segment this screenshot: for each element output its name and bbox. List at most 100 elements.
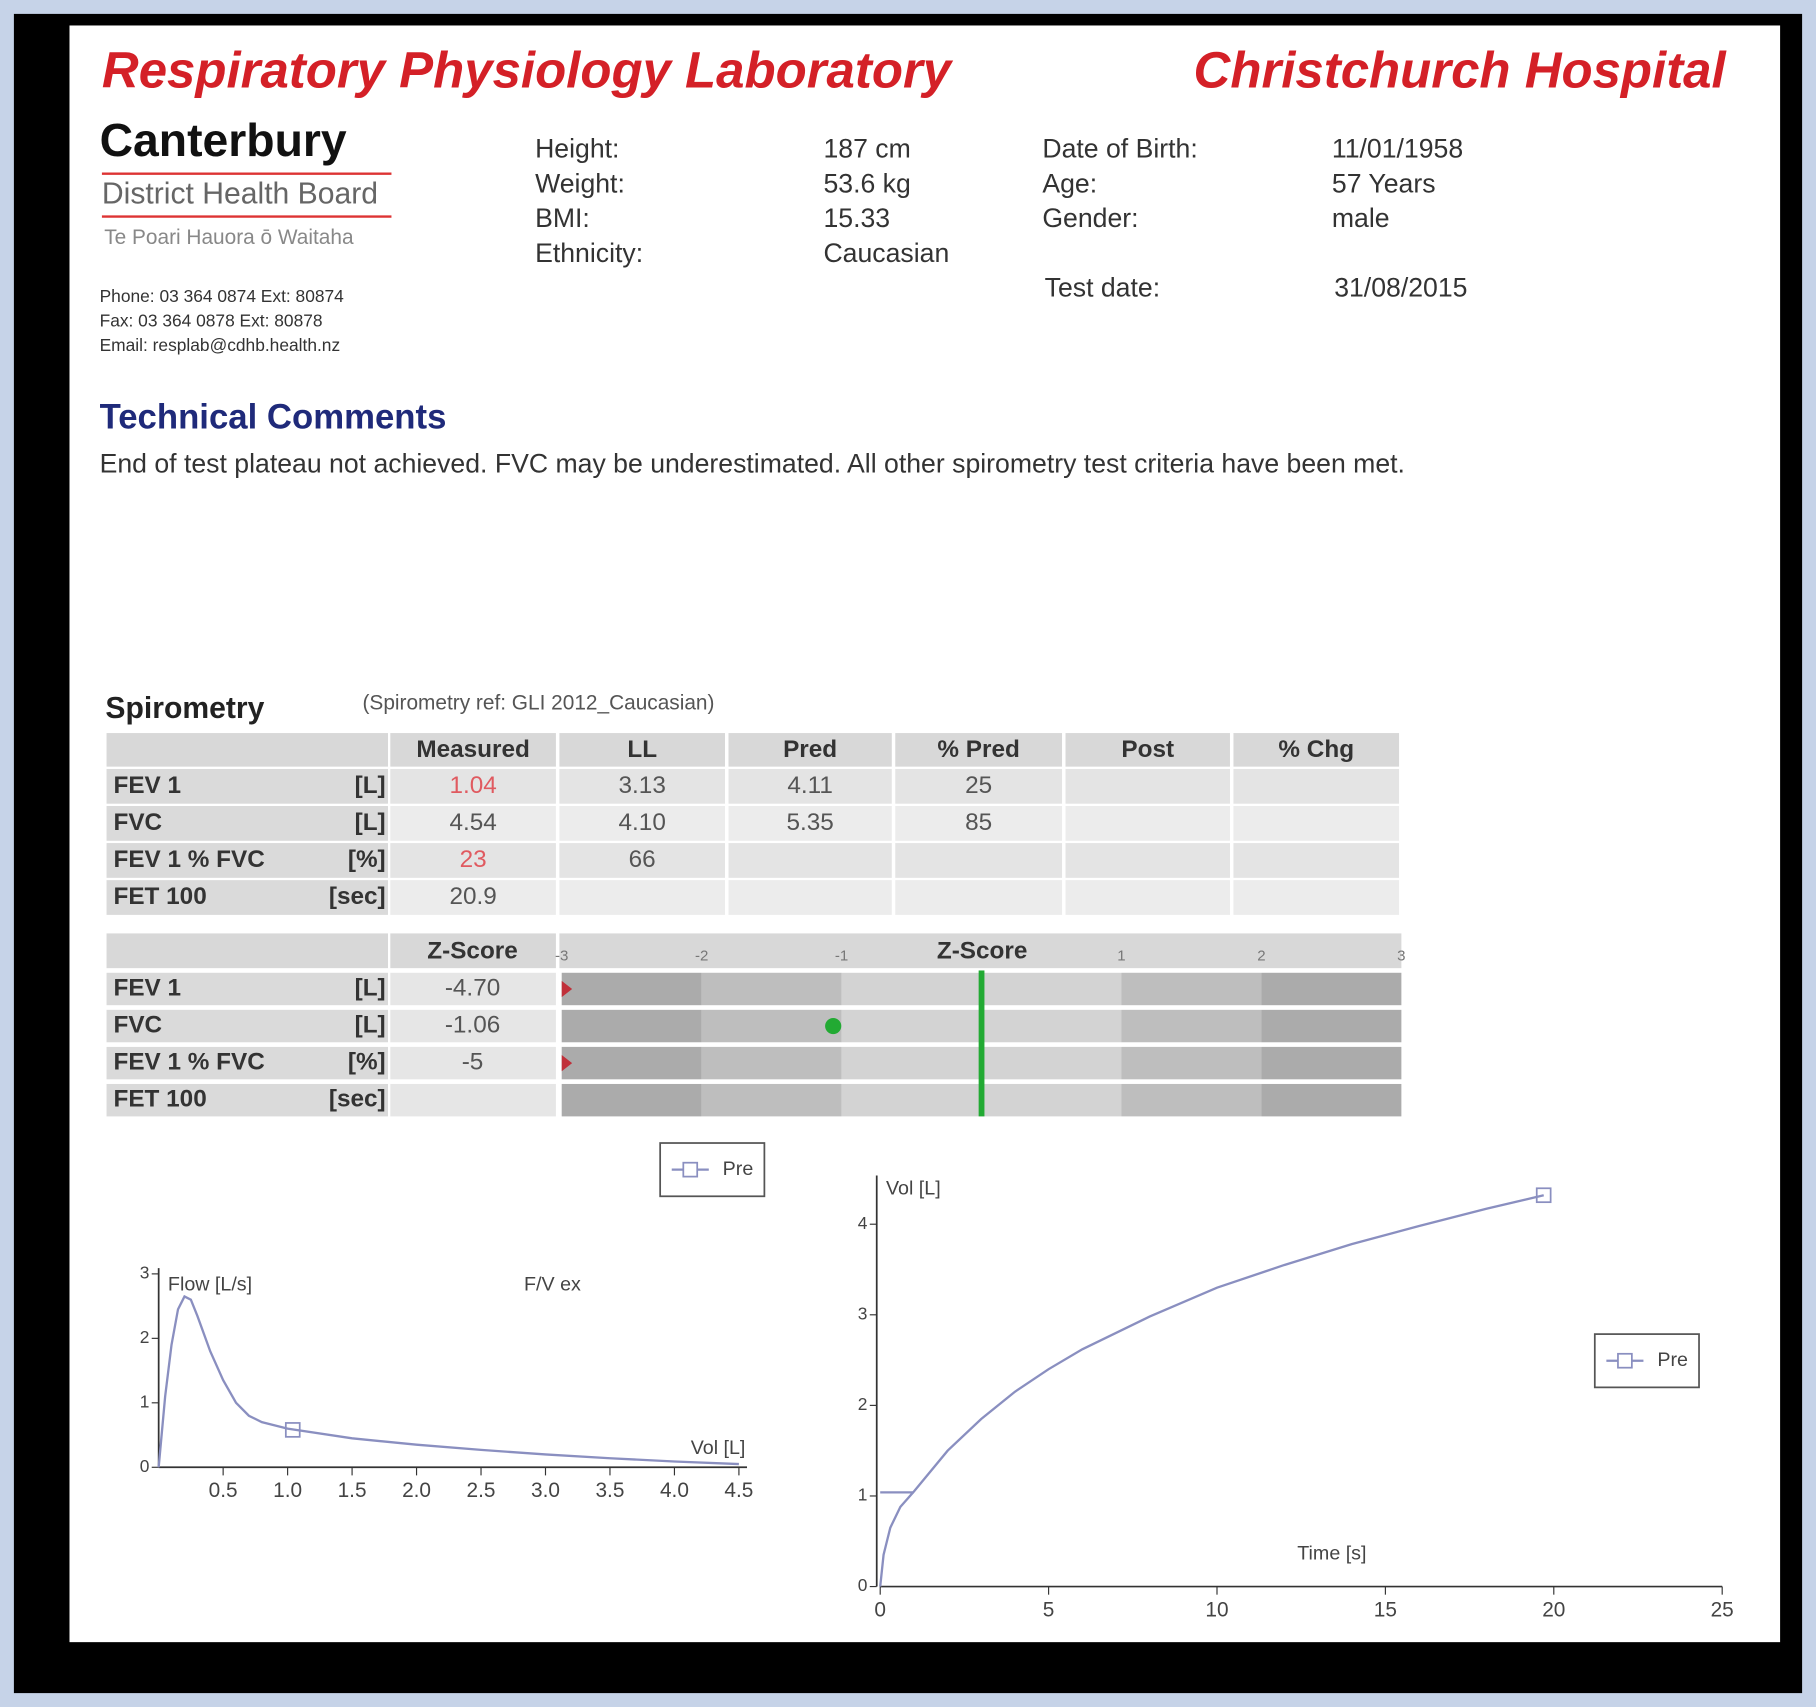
x-tick-label: 1.5 xyxy=(338,1479,367,1502)
x-axis-label: Vol [L] xyxy=(691,1437,746,1459)
z-zone xyxy=(561,1083,702,1117)
table-reference: (Spirometry ref: GLI 2012_Caucasian) xyxy=(363,692,715,715)
legend-marker xyxy=(682,1161,699,1178)
z-marker xyxy=(561,1055,573,1072)
y-axis-label: Vol [L] xyxy=(886,1178,941,1200)
row-name: FET 100 xyxy=(114,1086,207,1113)
z-tick-label: -1 xyxy=(835,948,848,965)
row-cell xyxy=(390,768,556,804)
patient-value: 53.6 kg xyxy=(823,168,910,198)
row-name: FEV 1 % FVC xyxy=(114,846,265,873)
contact-line: Fax: 03 364 0878 Ext: 80878 xyxy=(100,311,323,331)
z-zone xyxy=(1121,1046,1262,1080)
z-tick-label: 1 xyxy=(1117,948,1125,965)
column-header: Post xyxy=(1121,736,1174,763)
patient-value: 11/01/1958 xyxy=(1332,134,1463,164)
patient-label: Date of Birth: xyxy=(1042,134,1197,164)
row-cell xyxy=(390,1046,556,1080)
curve-marker xyxy=(1535,1187,1552,1204)
header-cell xyxy=(1065,733,1230,767)
z-tick-label: 3 xyxy=(1397,948,1405,965)
cell-value: 25 xyxy=(965,772,992,799)
z-zone xyxy=(701,1009,842,1043)
z-value: -1.06 xyxy=(445,1011,500,1038)
comments-text: End of test plateau not achieved. FVC ma… xyxy=(100,449,1405,479)
patient-value: 57 Years xyxy=(1332,168,1436,198)
row-cell xyxy=(728,768,892,804)
z-zone xyxy=(1121,972,1262,1006)
patient-label: Gender: xyxy=(1042,203,1138,233)
z-zone xyxy=(1261,972,1402,1006)
y-tick-label: 4 xyxy=(858,1213,868,1233)
header-cell xyxy=(559,733,726,767)
z-value: -4.70 xyxy=(445,974,500,1001)
row-cell xyxy=(559,880,726,915)
row-name: FVC xyxy=(114,1011,163,1038)
column-header: Pred xyxy=(783,736,837,763)
x-tick-label: 1.0 xyxy=(273,1479,302,1502)
z-zone xyxy=(561,972,702,1006)
row-cell xyxy=(895,880,1063,915)
z-zone xyxy=(561,1046,702,1080)
row-cell xyxy=(106,843,388,878)
z-tick-label: 2 xyxy=(1257,948,1265,965)
row-cell xyxy=(895,768,1063,804)
y-tick-label: 1 xyxy=(140,1391,150,1411)
chart-title: F/V ex xyxy=(524,1274,581,1296)
z-value: -5 xyxy=(462,1049,484,1076)
header-cell xyxy=(390,733,556,767)
x-tick-label: 3.0 xyxy=(531,1479,560,1502)
x-tick-label: 10 xyxy=(1205,1598,1228,1621)
cell-value: 85 xyxy=(965,809,992,836)
row-unit: [sec] xyxy=(329,1086,386,1113)
x-tick-label: 15 xyxy=(1374,1598,1397,1621)
row-cell xyxy=(390,1009,556,1043)
column-header: Z-Score xyxy=(427,937,518,964)
x-tick-label: 2.5 xyxy=(467,1479,496,1502)
cell-value: 4.54 xyxy=(449,809,496,836)
row-cell xyxy=(106,880,388,915)
lab-title: Respiratory Physiology Laboratory xyxy=(102,42,954,99)
y-tick-label: 2 xyxy=(140,1327,150,1347)
row-cell xyxy=(390,806,556,841)
cell-value: 5.35 xyxy=(786,809,833,836)
y-tick-label: 2 xyxy=(858,1394,868,1414)
comments-heading: Technical Comments xyxy=(100,398,447,436)
z-marker xyxy=(825,1017,842,1035)
row-cell xyxy=(1065,768,1230,804)
row-unit: [sec] xyxy=(329,883,386,910)
row-cell xyxy=(1065,806,1230,841)
row-name: FET 100 xyxy=(114,883,207,910)
row-cell xyxy=(728,806,892,841)
row-name: FEV 1 % FVC xyxy=(114,1049,265,1076)
row-name: FEV 1 xyxy=(114,772,182,799)
x-tick-label: 4.0 xyxy=(660,1479,689,1502)
row-cell xyxy=(1065,880,1230,915)
row-cell xyxy=(390,880,556,915)
header-cell xyxy=(390,933,556,969)
patient-label: Ethnicity: xyxy=(535,238,643,268)
y-tick-label: 3 xyxy=(858,1303,868,1323)
header-cell xyxy=(106,733,388,767)
cell-value: 66 xyxy=(629,846,656,873)
x-tick-label: 25 xyxy=(1711,1598,1734,1621)
z-zone xyxy=(1261,1009,1402,1043)
curve-marker xyxy=(284,1422,301,1438)
y-tick-label: 0 xyxy=(858,1575,868,1595)
table-title: Spirometry xyxy=(105,692,264,725)
row-cell xyxy=(106,806,388,841)
contact-line: Phone: 03 364 0874 Ext: 80874 xyxy=(100,286,345,306)
header-cell xyxy=(559,933,1402,969)
row-cell xyxy=(559,806,726,841)
cell-value: 4.10 xyxy=(619,809,666,836)
x-tick-label: 5 xyxy=(1043,1598,1055,1621)
legend-label: Pre xyxy=(1657,1349,1688,1371)
y-tick-label: 0 xyxy=(140,1456,150,1476)
logo-maori: Te Poari Hauora ō Waitaha xyxy=(104,226,354,249)
row-name: FEV 1 xyxy=(114,974,182,1001)
row-unit: [%] xyxy=(348,1049,386,1076)
row-cell xyxy=(1233,880,1400,915)
patient-label: Age: xyxy=(1042,168,1097,198)
